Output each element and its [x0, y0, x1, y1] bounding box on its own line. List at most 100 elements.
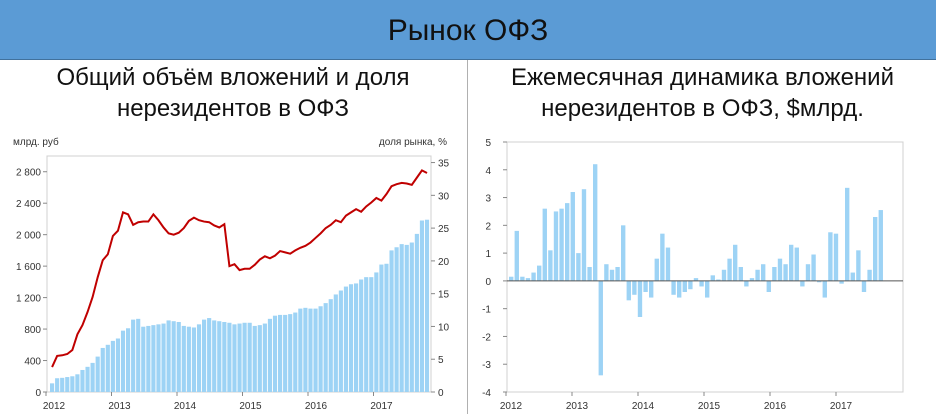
- flow-bar: [777, 258, 783, 281]
- volume-bar: [267, 318, 273, 392]
- page-title: Рынок ОФЗ: [387, 14, 549, 47]
- flow-bar: [878, 210, 883, 281]
- left-tick-label: 400: [24, 357, 41, 368]
- volume-bar: [303, 307, 308, 392]
- right-panel-title-line2: нерезидентов в ОФЗ, $млрд.: [541, 95, 864, 122]
- left-tick-label: 2 000: [16, 231, 41, 242]
- flow-bar: [537, 265, 542, 281]
- flow-bar: [637, 280, 643, 317]
- y-tick-label: 0: [485, 277, 491, 288]
- flow-bar: [766, 280, 771, 292]
- volume-bar: [409, 242, 414, 392]
- flow-bar: [693, 278, 699, 281]
- volume-bar: [90, 362, 95, 392]
- flow-bar: [710, 275, 715, 281]
- flow-bar: [553, 211, 559, 281]
- volume-bar: [242, 322, 247, 392]
- volume-bar: [222, 321, 227, 392]
- volume-bar: [227, 322, 232, 392]
- flow-bar: [677, 280, 682, 298]
- flow-bar: [688, 280, 693, 290]
- flow-bar: [789, 244, 794, 281]
- right-tick-label: 25: [438, 224, 450, 235]
- volume-bar: [115, 338, 121, 392]
- volume-bar: [419, 220, 425, 392]
- volume-bar: [343, 286, 349, 392]
- flow-bar: [576, 253, 581, 281]
- volume-bar: [257, 325, 262, 392]
- volume-bar: [278, 314, 283, 392]
- volume-bar: [308, 308, 313, 392]
- volume-bar: [272, 315, 278, 392]
- flow-bar: [716, 279, 721, 281]
- y-tick-label: -4: [482, 388, 491, 399]
- volume-bar: [136, 318, 141, 392]
- volume-bar: [348, 284, 354, 392]
- volume-bar: [85, 366, 90, 392]
- volume-bar: [156, 324, 161, 392]
- volume-bar: [424, 219, 430, 392]
- volume-bar: [202, 319, 207, 392]
- flow-bar: [772, 267, 777, 281]
- volume-bar: [414, 233, 419, 392]
- y-tick-label: -3: [482, 360, 491, 371]
- x-tick-label: 2013: [566, 401, 589, 412]
- flow-bar: [559, 208, 564, 281]
- flow-bar: [755, 269, 760, 281]
- volume-bar: [105, 344, 110, 392]
- flow-bar: [531, 272, 536, 281]
- flow-bar: [587, 267, 592, 281]
- volume-bar: [141, 326, 146, 392]
- y-tick-label: 3: [485, 194, 491, 205]
- volume-bar: [151, 325, 156, 392]
- flow-bar: [649, 280, 654, 298]
- flow-bar: [733, 244, 738, 281]
- x-tick-label: 2017: [830, 401, 853, 412]
- flow-bar: [839, 280, 844, 284]
- flow-bar: [861, 280, 867, 292]
- flow-bar: [643, 280, 648, 292]
- flow-bar: [548, 250, 553, 281]
- y-tick-label: -2: [482, 332, 491, 343]
- volume-bar: [186, 326, 191, 392]
- flow-bar: [593, 164, 598, 281]
- volume-bar: [65, 377, 70, 392]
- flow-bar: [671, 280, 676, 295]
- flow-bar: [817, 280, 822, 283]
- flow-bar: [665, 247, 671, 281]
- volume-bar: [262, 323, 267, 392]
- left-tick-label: 2 800: [16, 168, 41, 179]
- flow-bar: [749, 278, 755, 281]
- volume-bar: [95, 356, 100, 392]
- x-tick-label: 2012: [500, 401, 523, 412]
- left-tick-label: 0: [35, 388, 41, 399]
- volume-bar: [318, 306, 323, 392]
- flow-bar: [621, 225, 626, 281]
- x-tick-label: 2016: [305, 401, 328, 412]
- flow-bar: [570, 192, 575, 281]
- flow-bar: [800, 280, 805, 287]
- x-tick-label: 2014: [632, 401, 655, 412]
- header-banner: [0, 0, 936, 60]
- volume-bar: [161, 323, 166, 392]
- volume-bar: [232, 324, 237, 392]
- flow-bar: [615, 267, 620, 281]
- left-panel-title-line2: нерезидентов в ОФЗ: [116, 95, 350, 122]
- right-tick-label: 10: [438, 322, 450, 333]
- volume-bar: [404, 244, 409, 392]
- flow-bar: [845, 187, 850, 281]
- right-tick-label: 15: [438, 290, 450, 301]
- right-tick-label: 0: [438, 388, 444, 399]
- flow-bar: [632, 280, 637, 295]
- volume-bar: [50, 383, 55, 392]
- volume-bar: [131, 319, 136, 392]
- volume-bar: [298, 308, 303, 392]
- flow-bar: [811, 254, 816, 281]
- flow-bar: [822, 280, 827, 298]
- volume-bar: [364, 277, 369, 392]
- flow-bar: [805, 264, 811, 281]
- x-tick-label: 2015: [698, 401, 721, 412]
- volume-bar: [399, 244, 404, 392]
- volume-bar: [247, 322, 252, 392]
- volume-bar: [181, 325, 186, 392]
